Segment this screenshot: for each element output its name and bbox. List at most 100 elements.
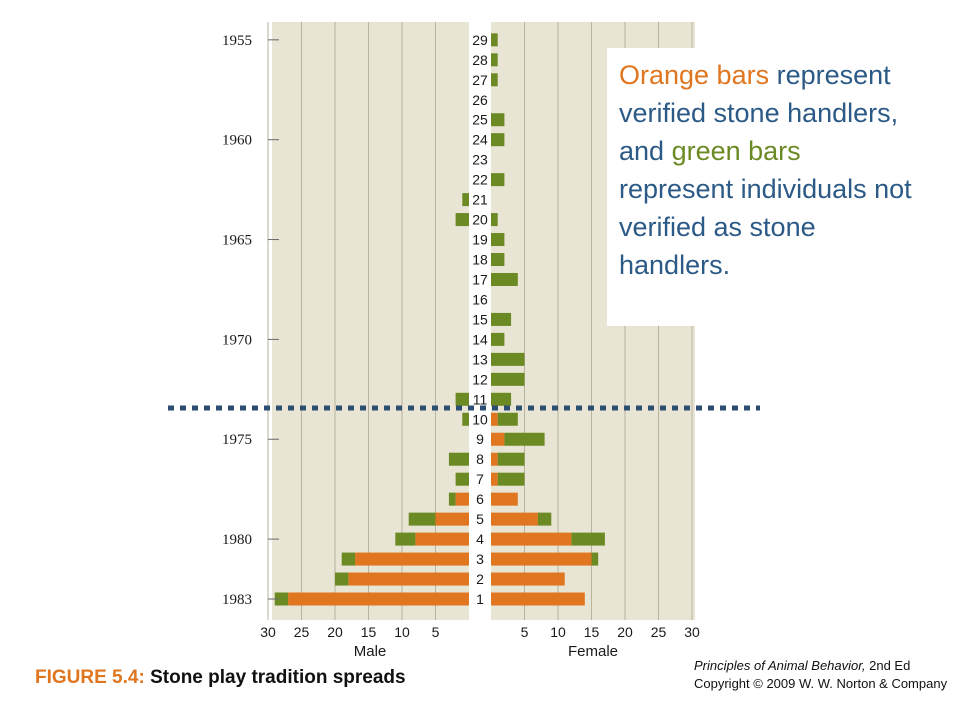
male-bar-row-1-verified: [288, 592, 469, 606]
note-line-b: represent individuals not verified as st…: [619, 174, 912, 280]
year-label-1970: 1970: [222, 332, 252, 348]
female-bar-row-8-verified: [491, 452, 498, 466]
row-label-9: 9: [476, 431, 484, 447]
row-label-27: 27: [472, 72, 488, 88]
male-bar-row-2-verified: [348, 572, 469, 586]
note-line-a: represent verified stone handlers, and: [619, 60, 899, 166]
row-label-15: 15: [472, 311, 488, 327]
row-label-13: 13: [472, 351, 488, 367]
year-label-1983: 1983: [222, 592, 252, 608]
row-label-6: 6: [476, 491, 484, 507]
row-label-20: 20: [472, 212, 488, 228]
row-label-18: 18: [472, 252, 488, 268]
female-bar-row-7-not-verified: [497, 472, 525, 486]
female-bar-row-10-verified: [491, 412, 498, 426]
male-tick-30: 30: [260, 624, 276, 640]
figure-caption: FIGURE 5.4: Stone play tradition spreads: [35, 667, 406, 689]
bars: [274, 33, 605, 606]
year-labels: 1955 1960 1965 1970 1975 1980 1983: [222, 33, 279, 608]
female-bar-row-3-verified: [491, 552, 592, 566]
female-tick-25: 25: [651, 624, 667, 640]
female-bar-row-5-not-verified: [537, 512, 552, 526]
male-bar-row-10-not-verified: [462, 412, 469, 426]
row-label-26: 26: [472, 92, 488, 108]
row-label-28: 28: [472, 52, 488, 68]
female-bar-row-22-not-verified: [491, 173, 505, 187]
note-green-phrase: green bars: [671, 136, 801, 166]
row-label-3: 3: [476, 551, 484, 567]
female-tick-15: 15: [584, 624, 600, 640]
female-bar-row-15-not-verified: [491, 312, 512, 326]
female-tick-20: 20: [617, 624, 633, 640]
year-label-1965: 1965: [222, 233, 252, 249]
male-bar-row-4-not-verified: [395, 532, 416, 546]
female-bar-row-6-verified: [491, 492, 518, 506]
female-tick-5: 5: [521, 624, 529, 640]
row-label-14: 14: [472, 331, 488, 347]
female-tick-10: 10: [550, 624, 566, 640]
male-tick-5: 5: [432, 624, 440, 640]
male-tick-20: 20: [327, 624, 343, 640]
male-bar-row-8-not-verified: [448, 452, 469, 466]
legend-note: Orange bars represent verified stone han…: [607, 48, 917, 326]
row-label-8: 8: [476, 451, 484, 467]
female-bar-row-14-not-verified: [491, 332, 505, 346]
female-bar-row-25-not-verified: [491, 113, 505, 127]
male-bar-row-4-verified: [415, 532, 469, 546]
x-axis-label-male: Male: [354, 643, 387, 660]
female-bar-row-5-verified: [491, 512, 538, 526]
figure-title: Stone play tradition spreads: [150, 667, 406, 688]
female-bar-row-18-not-verified: [491, 253, 505, 267]
male-bar-row-11-not-verified: [455, 392, 469, 406]
row-label-1: 1: [476, 591, 484, 607]
female-bar-row-11-not-verified: [491, 392, 512, 406]
row-label-22: 22: [472, 172, 488, 188]
row-labels: 1234567891011121314151617181920212223242…: [472, 32, 488, 607]
credit: Principles of Animal Behavior, 2nd Ed Co…: [694, 657, 947, 693]
row-label-12: 12: [472, 371, 488, 387]
row-label-24: 24: [472, 132, 488, 148]
female-bar-row-3-not-verified: [591, 552, 599, 566]
female-bar-row-4-not-verified: [571, 532, 605, 546]
row-label-17: 17: [472, 271, 488, 287]
male-bar-row-21-not-verified: [462, 193, 469, 207]
copyright: Copyright © 2009 W. W. Norton & Company: [694, 676, 948, 691]
year-label-1955: 1955: [222, 33, 252, 49]
year-label-1980: 1980: [222, 532, 252, 548]
row-label-16: 16: [472, 291, 488, 307]
male-bar-row-7-not-verified: [455, 472, 469, 486]
male-bar-row-3-not-verified: [341, 552, 356, 566]
female-bar-row-9-not-verified: [504, 432, 545, 446]
book-title: Principles of Animal Behavior, 2nd Ed: [694, 658, 911, 673]
female-bar-row-12-not-verified: [491, 372, 525, 386]
male-bar-row-5-verified: [435, 512, 469, 526]
female-bar-row-24-not-verified: [491, 133, 505, 147]
female-bar-row-20-not-verified: [491, 213, 498, 227]
row-label-29: 29: [472, 32, 488, 48]
year-label-1975: 1975: [222, 432, 252, 448]
female-bar-row-4-verified: [491, 532, 572, 546]
row-label-2: 2: [476, 571, 484, 587]
female-bar-row-10-not-verified: [497, 412, 518, 426]
male-bar-row-6-not-verified: [448, 492, 456, 506]
female-bar-row-2-verified: [491, 572, 565, 586]
female-bar-row-27-not-verified: [491, 73, 498, 87]
female-bar-row-8-not-verified: [497, 452, 525, 466]
row-label-7: 7: [476, 471, 484, 487]
male-tick-25: 25: [294, 624, 310, 640]
male-tick-15: 15: [361, 624, 377, 640]
row-label-10: 10: [472, 411, 488, 427]
row-label-11: 11: [473, 391, 488, 407]
row-label-25: 25: [472, 112, 488, 128]
male-bar-row-20-not-verified: [455, 213, 469, 227]
row-label-23: 23: [472, 152, 488, 168]
female-tick-30: 30: [684, 624, 700, 640]
x-axis-ticks: 30 25 20 15 10 5 5 10 15 20 25 30: [260, 624, 700, 640]
row-label-5: 5: [476, 511, 484, 527]
female-bar-row-29-not-verified: [491, 33, 498, 47]
female-bar-row-28-not-verified: [491, 53, 498, 67]
row-label-21: 21: [472, 192, 488, 208]
female-bar-row-1-verified: [491, 592, 585, 606]
row-label-19: 19: [472, 232, 488, 248]
male-tick-10: 10: [394, 624, 410, 640]
